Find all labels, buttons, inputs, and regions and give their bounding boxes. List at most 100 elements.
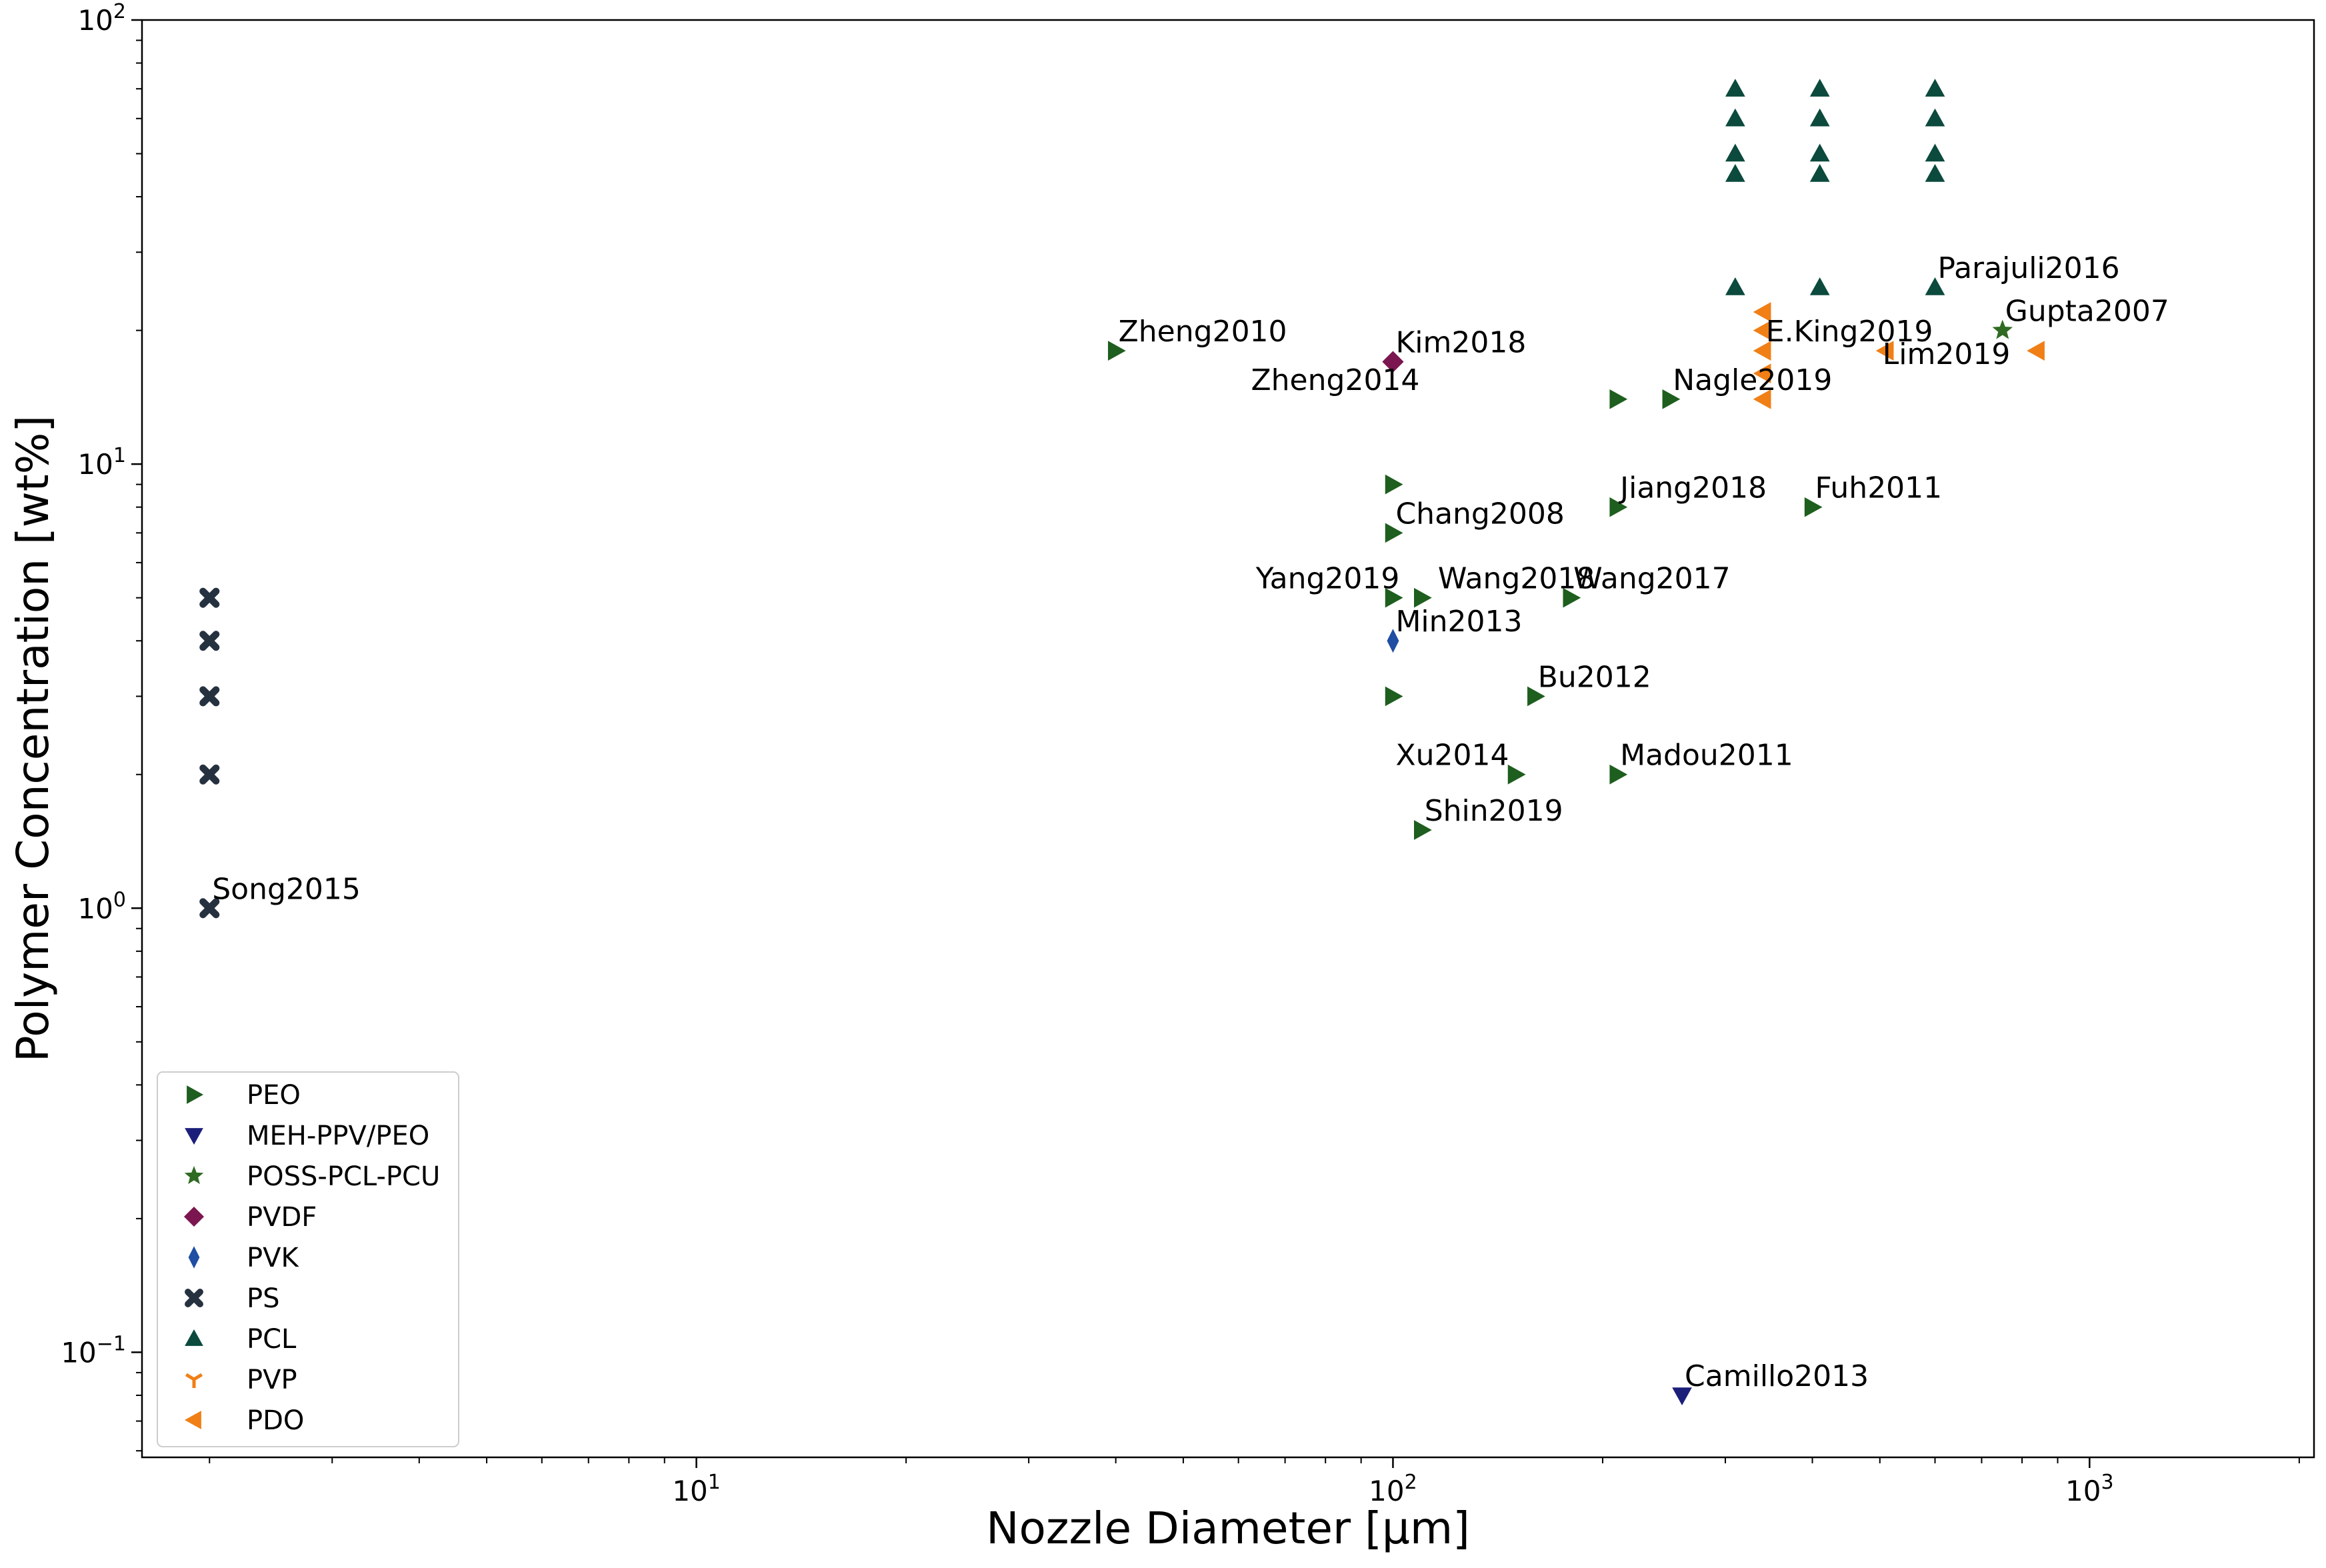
annotation-label: Song2015 [212, 872, 361, 906]
legend-marker [185, 1373, 203, 1388]
point-pvdf [1382, 351, 1404, 373]
y-tick-label: 101 [77, 444, 126, 481]
legend-marker [188, 1246, 200, 1269]
y-axis-label: Polymer Concentration [wt%] [7, 415, 59, 1062]
legend-marker [184, 1411, 201, 1429]
point-peo [1609, 389, 1628, 409]
x-tick-label: 102 [1369, 1471, 1417, 1507]
marker-stroke [185, 1289, 203, 1307]
annotation-label: Nagle2019 [1673, 363, 1832, 397]
legend-marker [184, 1165, 204, 1185]
point-peo [1507, 764, 1526, 785]
point-pcl [1725, 143, 1745, 162]
legend-marker [183, 1206, 205, 1227]
y-tick-label: 10−1 [61, 1332, 126, 1369]
annotation-label: Lim2019 [1883, 337, 2011, 371]
annotation-label: Kim2018 [1395, 326, 1526, 360]
point-peo [1527, 686, 1545, 707]
point-peo [1414, 820, 1432, 840]
marker-stroke [199, 686, 220, 707]
annotation-label: Yang2019 [1255, 562, 1400, 596]
annotation-label: Zheng2014 [1251, 363, 1420, 397]
point-pcl [1925, 143, 1945, 162]
point-pcl [1725, 163, 1745, 182]
x-axis-label: Nozzle Diameter [μm] [986, 1503, 1470, 1554]
legend-label: PDO [247, 1405, 304, 1436]
y-tick-label: 102 [77, 0, 126, 37]
legend-label: PCL [247, 1324, 297, 1355]
annotation-label: E.King2019 [1766, 315, 1933, 349]
point-pcl [1925, 108, 1945, 127]
annotation-label: Bu2012 [1538, 660, 1651, 694]
point-pdo [1753, 341, 1771, 361]
legend-label: POSS-PCL-PCU [247, 1161, 440, 1192]
legend-box [157, 1071, 459, 1447]
point-meh-ppv-peo [1672, 1387, 1692, 1405]
marker-stroke [199, 587, 220, 608]
annotation-label: Madou2011 [1620, 739, 1793, 773]
point-peo [1414, 587, 1432, 608]
point-poss-pcl-pcu [1992, 319, 2013, 339]
marker-stroke [199, 764, 220, 785]
legend-marker [187, 1085, 204, 1104]
point-peo [1107, 341, 1126, 361]
annotation-label: Wang2017 [1573, 562, 1730, 596]
marker-stroke [193, 1373, 203, 1381]
point-ps [199, 631, 220, 651]
point-pdo [2027, 341, 2045, 361]
point-pcl [1809, 143, 1830, 162]
legend-marker [185, 1128, 203, 1145]
point-pdo [1875, 341, 1894, 361]
annotation-label: Gupta2007 [2005, 295, 2169, 329]
point-peo [1804, 497, 1823, 517]
annotation-label: Parajuli2016 [1938, 251, 2120, 285]
point-pdo [1753, 320, 1771, 341]
point-peo [1563, 587, 1581, 608]
point-peo [1385, 474, 1403, 495]
point-peo [1385, 686, 1403, 707]
annotation-label: Camillo2013 [1685, 1359, 1869, 1393]
axes-frame [141, 19, 2315, 1459]
point-pcl [1809, 277, 1830, 295]
point-peo [1385, 523, 1403, 543]
legend: PEO MEH-PPV/PEO POSS-PCL-PCU PVDF PVK PS PCL PV… [157, 1071, 459, 1447]
point-pdo [1753, 302, 1771, 322]
legend-label: PVP [247, 1365, 297, 1395]
annotation-label: Min2013 [1395, 605, 1522, 639]
point-pdo [1753, 363, 1771, 384]
point-pvk [1387, 629, 1399, 653]
y-tick-label: 100 [77, 888, 126, 925]
annotation-label: Fuh2011 [1815, 471, 1943, 505]
legend-label: PVK [247, 1243, 299, 1273]
annotation-label: Jiang2018 [1618, 471, 1767, 505]
annotation-label: Chang2008 [1395, 497, 1564, 531]
legend-label: PVDF [247, 1202, 317, 1233]
point-pdo [1753, 389, 1771, 409]
legend-marker [185, 1329, 203, 1346]
annotation-label: Wang2018 [1438, 562, 1595, 596]
point-peo [1609, 497, 1628, 517]
annotation-label: Xu2014 [1395, 739, 1509, 773]
point-ps [199, 764, 220, 785]
point-peo [1662, 389, 1681, 409]
legend-label: PS [247, 1283, 280, 1314]
point-pcl [1809, 108, 1830, 127]
point-pcl [1725, 79, 1745, 97]
point-pcl [1925, 79, 1945, 97]
point-pcl [1925, 277, 1945, 295]
legend-label: PEO [247, 1080, 301, 1111]
point-peo [1609, 764, 1628, 785]
point-pcl [1809, 163, 1830, 182]
legend-marker [185, 1289, 203, 1307]
point-ps [199, 686, 220, 707]
annotation-label: Shin2019 [1425, 794, 1563, 828]
point-ps [199, 898, 220, 919]
point-peo [1385, 587, 1403, 608]
point-pcl [1925, 163, 1945, 182]
point-pcl [1809, 79, 1830, 97]
point-pcl [1725, 108, 1745, 127]
marker-stroke [199, 631, 220, 651]
